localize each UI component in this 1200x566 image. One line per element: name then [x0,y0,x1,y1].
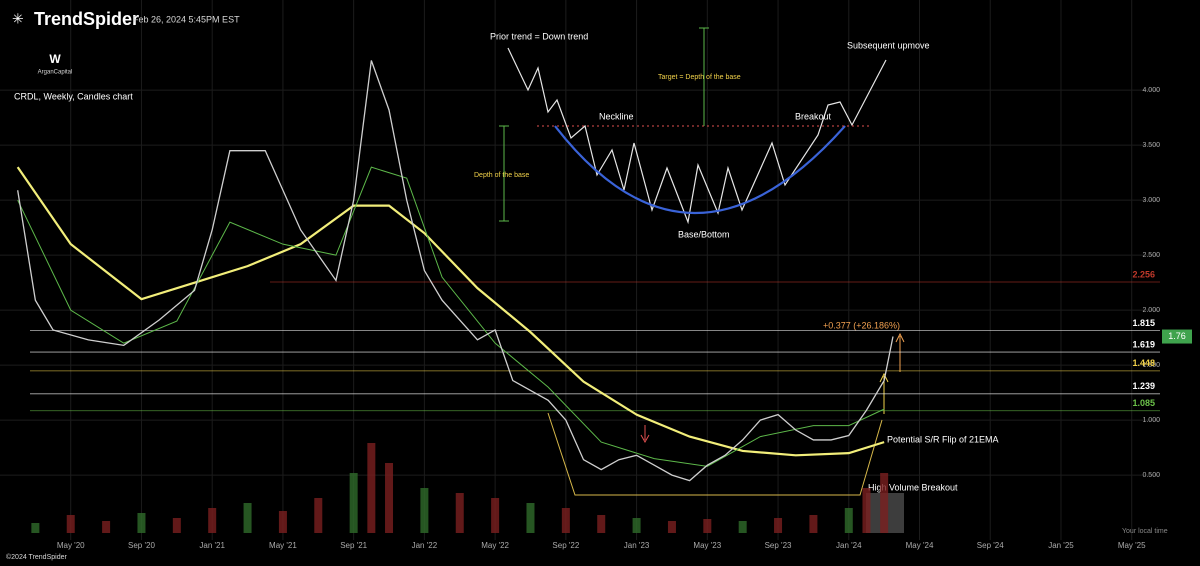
cup-curve [554,125,846,215]
x-tick-label: Sep '23 [765,541,792,550]
volume-bar [349,473,358,533]
volume-bar [420,488,429,533]
x-tick-label: Sep '21 [340,541,367,550]
grid [0,0,1160,540]
y-tick-label: 0.500 [1142,472,1160,479]
gain-arrow [895,332,905,372]
timestamp: Feb 26, 2024 5:45PM EST [133,14,240,24]
chart-title: CRDL, Weekly, Candles chart [14,91,133,101]
volume-bar [172,518,181,533]
base-bracket [547,412,883,496]
volume-bar [455,493,464,533]
volume-bar [491,498,500,533]
y-tick-label: 3.000 [1142,197,1160,204]
flip-arrow [879,372,889,414]
flip-note: Potential S/R Flip of 21EMA [887,434,999,444]
y-tick-label: 2.000 [1142,307,1160,314]
volume-bar [31,523,40,533]
volume-bar [526,503,535,533]
inset-diagram: Prior trend = Down trend Target = Depth … [474,27,930,239]
volume-bar [385,463,394,533]
x-tick-label: Jan '24 [836,541,862,550]
volume-bar [809,515,818,533]
volume-bar [703,519,712,533]
volume-bar [738,521,747,533]
volume-bar [314,498,323,533]
price-tag [1162,329,1192,344]
x-tick-label: Sep '24 [977,541,1004,550]
volume-bar [208,508,217,533]
level-label: 1.815 [1132,318,1155,328]
logo-text: ArganCapital [38,70,73,76]
volume-bar [862,488,871,533]
volume-bar [66,515,75,533]
level-label: 1.085 [1132,398,1155,408]
logo-icon: ✳ [12,11,24,27]
level-label: 1.619 [1132,339,1155,349]
volume-bar [243,503,252,533]
price-line [17,60,894,482]
inset-label: Neckline [599,111,634,121]
volume-bar [667,521,676,533]
y-tick-label: 2.500 [1142,252,1160,259]
volume-bar [137,513,146,533]
y-tick-label: 3.500 [1142,142,1160,149]
x-tick-label: May '21 [269,541,297,550]
y-tick-label: 1.500 [1142,362,1160,369]
inset-label: Base/Bottom [678,229,730,239]
price-tag-label: 1.76 [1168,331,1186,341]
footer: ©2024 TrendSpider [6,553,67,561]
volume-bar [102,521,111,533]
x-tick-label: Jan '23 [624,541,650,550]
y-tick-label: 4.000 [1142,87,1160,94]
pattern-path [507,47,887,225]
brand: TrendSpider [34,9,139,29]
ema-slow [16,166,885,457]
x-tick-label: Jan '25 [1048,541,1074,550]
x-tick-label: May '20 [57,541,85,550]
inset-label: Subsequent upmove [847,40,930,50]
ema-fast [17,166,885,467]
inset-label: Depth of the base [474,172,529,179]
x-tick-label: May '22 [481,541,509,550]
level-label: 1.239 [1132,381,1155,391]
volume-bar [880,473,889,533]
x-tick-label: Sep '22 [552,541,579,550]
inset-label: Prior trend = Down trend [490,31,588,41]
logo-mark: W [49,52,61,66]
inset-label: Target = Depth of the base [658,74,741,81]
level-label: 2.256 [1132,269,1155,279]
inset-label: Breakout [795,111,832,121]
volume-note: High Volume Breakout [868,482,958,492]
local-time: Your local time [1122,528,1168,535]
volume-bar [278,511,287,533]
x-tick-label: May '25 [1118,541,1146,550]
level-label: 1.448 [1132,358,1155,368]
volume-bar [367,443,376,533]
volume-bar [774,518,783,533]
volume-bar [597,515,606,533]
volume-bar [844,508,853,533]
x-tick-label: May '23 [693,541,721,550]
x-tick-label: Jan '21 [199,541,225,550]
gain-note: +0.377 (+26.186%) [823,320,900,330]
low-arrow [640,425,650,444]
volume-bar [561,508,570,533]
volume-bar [632,518,641,533]
x-tick-label: Sep '20 [128,541,155,550]
y-tick-label: 1.000 [1142,417,1160,424]
x-tick-label: Jan '22 [412,541,438,550]
x-tick-label: May '24 [906,541,934,550]
